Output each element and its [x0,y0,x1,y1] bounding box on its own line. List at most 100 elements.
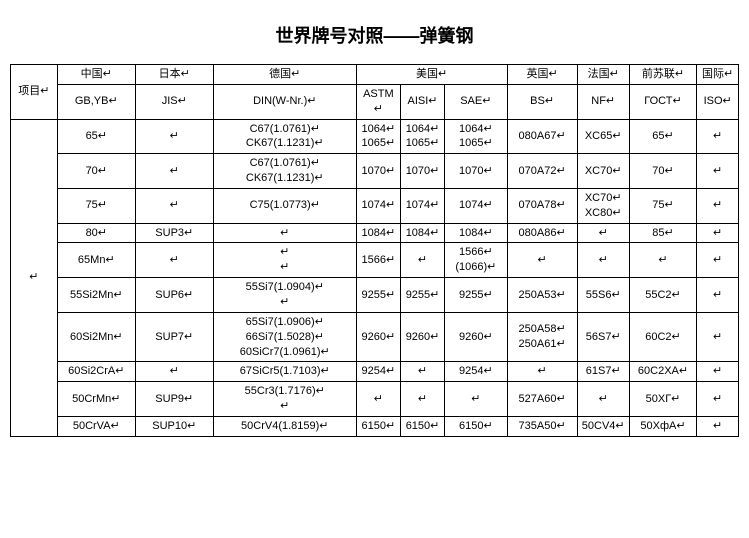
cell: SUP6↵ [135,278,213,313]
cell: XC70↵ [577,154,629,189]
cell: 1074↵ [356,188,400,223]
cell: 080A67↵ [507,119,577,154]
hdr-item: 项目↵ [11,65,58,120]
cell: 65↵ [57,119,135,154]
cell: 070A78↵ [507,188,577,223]
table-head: 项目↵ 中国↵ 日本↵ 德国↵ 美国↵ 英国↵ 法国↵ 前苏联↵ 国际↵ GB,… [11,65,739,120]
cell: 735A50↵ [507,416,577,436]
cell: ↵ [697,382,739,417]
cell: 1074↵ [445,188,507,223]
cell: 1070↵ [400,154,444,189]
cell: 50CrMn↵ [57,382,135,417]
cell: 6150↵ [400,416,444,436]
cell: C75(1.0773)↵ [213,188,356,223]
cell: 55Cr3(1.7176)↵ ↵ [213,382,356,417]
table-row: 60Si2Mn↵SUP7↵65Si7(1.0906)↵ 66Si7(1.5028… [11,312,739,362]
cell: 9260↵ [445,312,507,362]
cell: ↵ [577,382,629,417]
cell: 55C2↵ [629,278,697,313]
cell: 1064↵ 1065↵ [400,119,444,154]
cell: 9254↵ [356,362,400,382]
cell: 6150↵ [445,416,507,436]
rowgroup-cell: ↵ [11,119,58,436]
cell: 50CV4↵ [577,416,629,436]
cell: ↵ [400,382,444,417]
hdr-sae: SAE↵ [445,84,507,119]
cell: 60Si2CrA↵ [57,362,135,382]
cell: ↵ [135,362,213,382]
table-row: 50CrVA↵SUP10↵50CrV4(1.8159)↵6150↵6150↵61… [11,416,739,436]
cell: 9260↵ [400,312,444,362]
cell: ↵ [697,119,739,154]
cell: ↵ [445,382,507,417]
cell: 70↵ [629,154,697,189]
cell: 61S7↵ [577,362,629,382]
cell: 250A53↵ [507,278,577,313]
hdr-uk: 英国↵ [507,65,577,85]
cell: 65Mn↵ [57,243,135,278]
cell: ↵ [400,362,444,382]
table-row: 50CrMn↵SUP9↵55Cr3(1.7176)↵ ↵↵↵↵527A60↵↵5… [11,382,739,417]
table-row: 65Mn↵↵↵ ↵1566↵↵1566↵ (1066)↵↵↵↵↵ [11,243,739,278]
table-row: ↵65↵↵C67(1.0761)↵ CK67(1.1231)↵1064↵ 106… [11,119,739,154]
cell: ↵ [697,312,739,362]
cell: ↵ [697,154,739,189]
hdr-nf: NF↵ [577,84,629,119]
cell: ↵ [507,243,577,278]
cell: 70↵ [57,154,135,189]
cell: ↵ [135,154,213,189]
cell: ↵ [697,243,739,278]
cell: 9260↵ [356,312,400,362]
hdr-gb: GB,YB↵ [57,84,135,119]
table-body: ↵65↵↵C67(1.0761)↵ CK67(1.1231)↵1064↵ 106… [11,119,739,436]
hdr-intl: 国际↵ [697,65,739,85]
cell: 1084↵ [400,223,444,243]
cell: 50XГ↵ [629,382,697,417]
cell: 67SiCr5(1.7103)↵ [213,362,356,382]
cell: 1070↵ [356,154,400,189]
table-row: 55Si2Mn↵SUP6↵55Si7(1.0904)↵ ↵9255↵9255↵9… [11,278,739,313]
cell: 1084↵ [356,223,400,243]
cell: ↵ [507,362,577,382]
cell: ↵ [400,243,444,278]
cell: ↵ [697,223,739,243]
header-row-1: 项目↵ 中国↵ 日本↵ 德国↵ 美国↵ 英国↵ 法国↵ 前苏联↵ 国际↵ [11,65,739,85]
cell: C67(1.0761)↵ CK67(1.1231)↵ [213,119,356,154]
hdr-astm: ASTM↵ [356,84,400,119]
hdr-din: DIN(W-Nr.)↵ [213,84,356,119]
cell: 1084↵ [445,223,507,243]
cell: 1070↵ [445,154,507,189]
hdr-usa: 美国↵ [356,65,507,85]
table-row: 80↵SUP3↵↵1084↵1084↵1084↵080A86↵↵85↵↵ [11,223,739,243]
cell: 9255↵ [445,278,507,313]
cell: 250A58↵ 250A61↵ [507,312,577,362]
cell: 75↵ [629,188,697,223]
cell: 50CrVA↵ [57,416,135,436]
cell: XC65↵ [577,119,629,154]
cell: 80↵ [57,223,135,243]
cell: ↵ [697,188,739,223]
cell: ↵ [577,243,629,278]
table-row: 75↵↵C75(1.0773)↵1074↵1074↵1074↵070A78↵XC… [11,188,739,223]
hdr-china: 中国↵ [57,65,135,85]
cell: 60C2↵ [629,312,697,362]
hdr-bs: BS↵ [507,84,577,119]
cell: ↵ [135,119,213,154]
hdr-germany: 德国↵ [213,65,356,85]
cell: 50XфA↵ [629,416,697,436]
hdr-france: 法国↵ [577,65,629,85]
cell: 50CrV4(1.8159)↵ [213,416,356,436]
cell: XC70↵ XC80↵ [577,188,629,223]
cell: 55Si2Mn↵ [57,278,135,313]
cell: 1064↵ 1065↵ [356,119,400,154]
cell: 65↵ [629,119,697,154]
cell: 9255↵ [356,278,400,313]
cell: 1566↵ [356,243,400,278]
cell: ↵ [213,223,356,243]
cell: 527A60↵ [507,382,577,417]
cell: 1064↵ 1065↵ [445,119,507,154]
grade-table: 项目↵ 中国↵ 日本↵ 德国↵ 美国↵ 英国↵ 法国↵ 前苏联↵ 国际↵ GB,… [10,64,739,437]
cell: ↵ [577,223,629,243]
cell: 6150↵ [356,416,400,436]
cell: 60C2XA↵ [629,362,697,382]
